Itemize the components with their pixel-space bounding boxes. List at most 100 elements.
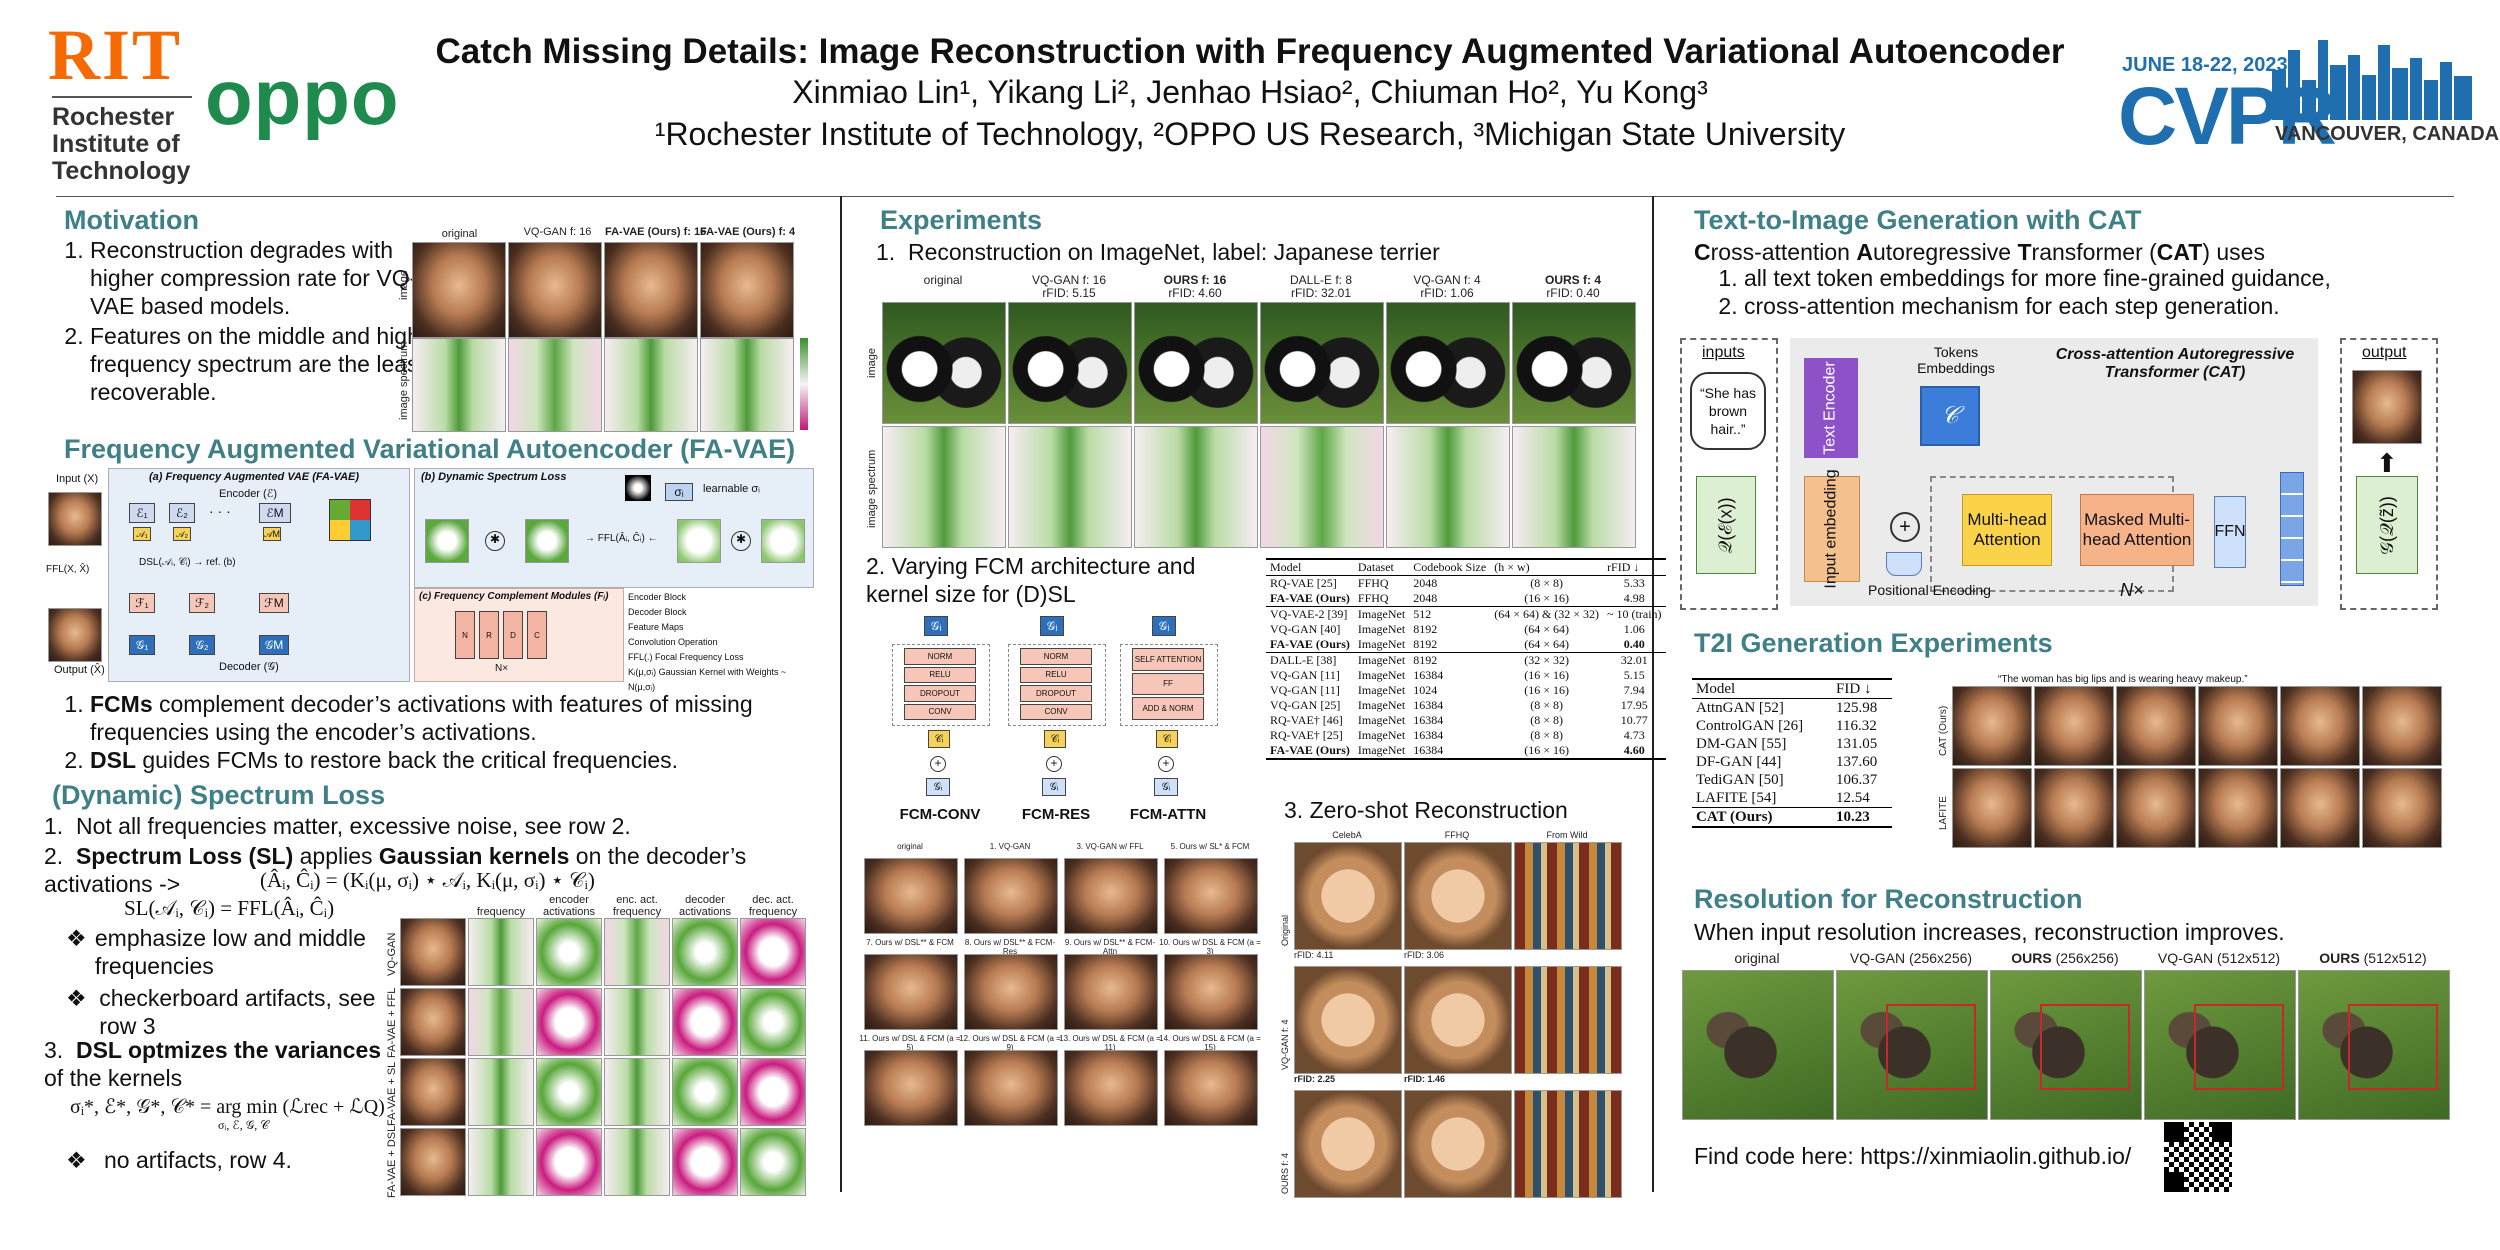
favae-item-bold: DSL (90, 747, 136, 773)
table-cell: 2048 (1413, 576, 1438, 590)
dsl-figure-tile (672, 1128, 738, 1196)
poster-affiliations: ¹Rochester Institute of Technology, ²OPP… (654, 116, 1846, 152)
table-cell: ImageNet (1357, 637, 1406, 651)
fcm-input-block: 𝒢ᵢ (1152, 616, 1176, 636)
resolution-col-text: VQ-GAN (256x256) (1849, 950, 1973, 966)
dsl-figure-tile (536, 918, 602, 986)
table-cell: 16384 (1413, 743, 1444, 757)
poster-title: Catch Missing Details: Image Reconstruct… (435, 32, 2065, 71)
table-cell: ImageNet (1357, 607, 1406, 621)
speech-bubble: “She has brown hair..” (1690, 372, 1766, 450)
motivation-spectrum (700, 338, 794, 432)
table-cell: ImageNet (1357, 668, 1406, 682)
motivation-list: Reconstruction degrades with higher comp… (40, 236, 460, 406)
column-divider-2 (1652, 196, 1654, 1192)
convolution-icon: ✱ (731, 531, 751, 551)
table-cell: 116.32 (1836, 718, 1877, 734)
fcm-layer-block: CONV (1020, 703, 1092, 720)
t2i-face (2362, 768, 2442, 848)
resolution-title: Resolution for Reconstruction (1694, 884, 2083, 914)
dsl-figure-tile (400, 1058, 466, 1126)
ablation-caption: 7. Ours w/ DSL** & FCM (866, 938, 954, 947)
dsl-bullet: ❖ emphasize low and middle frequencies (66, 924, 396, 980)
motivation-col-label: VQ-GAN f: 16 (523, 226, 592, 238)
recon-col-label: VQ-GAN f: 16 rFID: 5.15 (1008, 274, 1130, 300)
convolution-icon: ✱ (485, 531, 505, 551)
table-header-row: Model FID ↓ (1692, 679, 1892, 699)
cvpr-place: VANCOUVER, CANADA (2275, 123, 2500, 145)
motivation-spectrum (508, 338, 602, 432)
motivation-item: Features on the middle and higher freque… (90, 322, 460, 406)
feature-map: 𝒜₂ (173, 527, 191, 541)
table-row: VQ-GAN [11] ImageNet 1024 (16 × 16) 7.94 (1266, 683, 1666, 698)
favae-list: FCMs complement decoder’s activations wi… (40, 690, 850, 774)
recon-spectrum (1134, 426, 1258, 548)
code-link[interactable]: Find code here: https://xinmiaolin.githu… (1694, 1143, 2132, 1169)
crop-box (2040, 1004, 2130, 1090)
table-cell: 106.37 (1836, 772, 1878, 788)
text-encoder-box: Text Encoder (1804, 358, 1858, 458)
table-cell: 4.73 (1623, 728, 1645, 742)
masked-mha-box: Masked Multi-head Attention (2080, 494, 2194, 566)
table-header-cell: (h × w) (1494, 560, 1530, 574)
recon-col-label: OURS f: 4 rFID: 0.40 (1512, 274, 1634, 300)
motivation-row-label: image (398, 270, 410, 300)
table-cell: 16384 (1413, 728, 1444, 742)
motivation-col-label: FA-VAE (Ours) f: 4 (700, 226, 796, 238)
dsl-label-a: DSL(𝒜ᵢ, 𝒞ᵢ) → ref. (b) (139, 557, 236, 568)
table-cell: ControlGAN [26] (1696, 718, 1804, 734)
motivation-item: Reconstruction degrades with higher comp… (90, 236, 460, 320)
decoder-block: 𝒢₂ (189, 635, 215, 655)
table-cell: ImageNet (1357, 622, 1406, 636)
dsl-figure-tile (400, 988, 466, 1056)
zs-image (1294, 966, 1402, 1074)
zs-row-label: OURS f: 4 (1280, 1152, 1290, 1194)
table-cell: CAT (Ours) (1696, 809, 1773, 825)
panel-c-title: (c) Frequency Complement Modules (Fᵢ) (419, 591, 609, 602)
dsl-bullet-text: emphasize low and middle frequencies (94, 925, 366, 979)
recon-spectrum (1260, 426, 1384, 548)
recon-spectrum (882, 426, 1006, 548)
ablation-caption: 1. VQ-GAN (989, 842, 1031, 851)
decoder-block: 𝒢M (259, 635, 289, 655)
table-cell: (8 × 8) (1530, 698, 1564, 712)
table-row: ControlGAN [26] 116.32 (1692, 717, 1892, 735)
ablation-caption: 12. Ours w/ DSL & FCM (a = 9) (959, 1034, 1061, 1052)
dsl-equation-3: σᵢ*, ℰ*, 𝒢*, 𝒞* = arg min (ℒrec + ℒQ) (70, 1096, 385, 1118)
table-cell: 8192 (1413, 622, 1438, 636)
table-row: VQ-VAE-2 [39] ImageNet 512 (64 × 64) & (32 … (1266, 606, 1666, 623)
dsl-item-3-bold: DSL optmizes the variances (75, 1037, 382, 1063)
learnable-label: learnable σᵢ (703, 483, 760, 495)
resolution-col-label: original (1682, 950, 1832, 966)
ablation-caption: original (897, 842, 923, 851)
t2i-face (2198, 686, 2278, 766)
ablation-face (1064, 1050, 1158, 1126)
table-row: FA-VAE (Ours) ImageNet 8192 (64 × 64) 0.40 (1266, 637, 1666, 653)
fcm-output-block: 𝒞ᵢ (1044, 730, 1066, 748)
table-cell: 1024 (1413, 683, 1438, 697)
recon-col-name: DALL-E f: 8 (1289, 273, 1353, 287)
table-cell: 131.05 (1836, 736, 1878, 752)
dsl-item-2-mid: applies (293, 843, 379, 869)
t2i-face (2034, 686, 2114, 766)
fcm-layer-block: CONV (904, 703, 976, 720)
qr-code-icon[interactable] (2162, 1120, 2234, 1194)
ablation-caption: 3. VQ-GAN w/ FFL (1076, 842, 1144, 851)
t2i-face (2116, 686, 2196, 766)
g-dec-label: 𝒢(𝒬(z̃)) (2376, 495, 2397, 555)
favae-item: FCMs complement decoder’s activations wi… (90, 690, 850, 746)
table-header-cell: Dataset (1357, 560, 1394, 574)
dsl-bullet: ❖ checkerboard artifacts, see row 3 (66, 984, 396, 1040)
t2i-exp-title: T2I Generation Experiments (1694, 628, 2053, 658)
recon-image (1512, 302, 1636, 424)
recon-col-name: OURS f: 16 (1163, 273, 1227, 287)
recon-col-name: OURS f: 4 (1544, 273, 1601, 287)
dsl-figure-tile (740, 1128, 806, 1196)
fcm-layer-block: RELU (1020, 666, 1092, 683)
fcm-block: ℱM (259, 593, 289, 613)
experiments-item-3: 3. Zero-shot Reconstruction (1284, 797, 1568, 823)
table-cell: 125.98 (1836, 700, 1878, 716)
fcm-block: ℱ₂ (189, 593, 215, 613)
fcm-plus-icon: + (1046, 756, 1062, 772)
zs-col-label: From Wild (1546, 830, 1588, 840)
